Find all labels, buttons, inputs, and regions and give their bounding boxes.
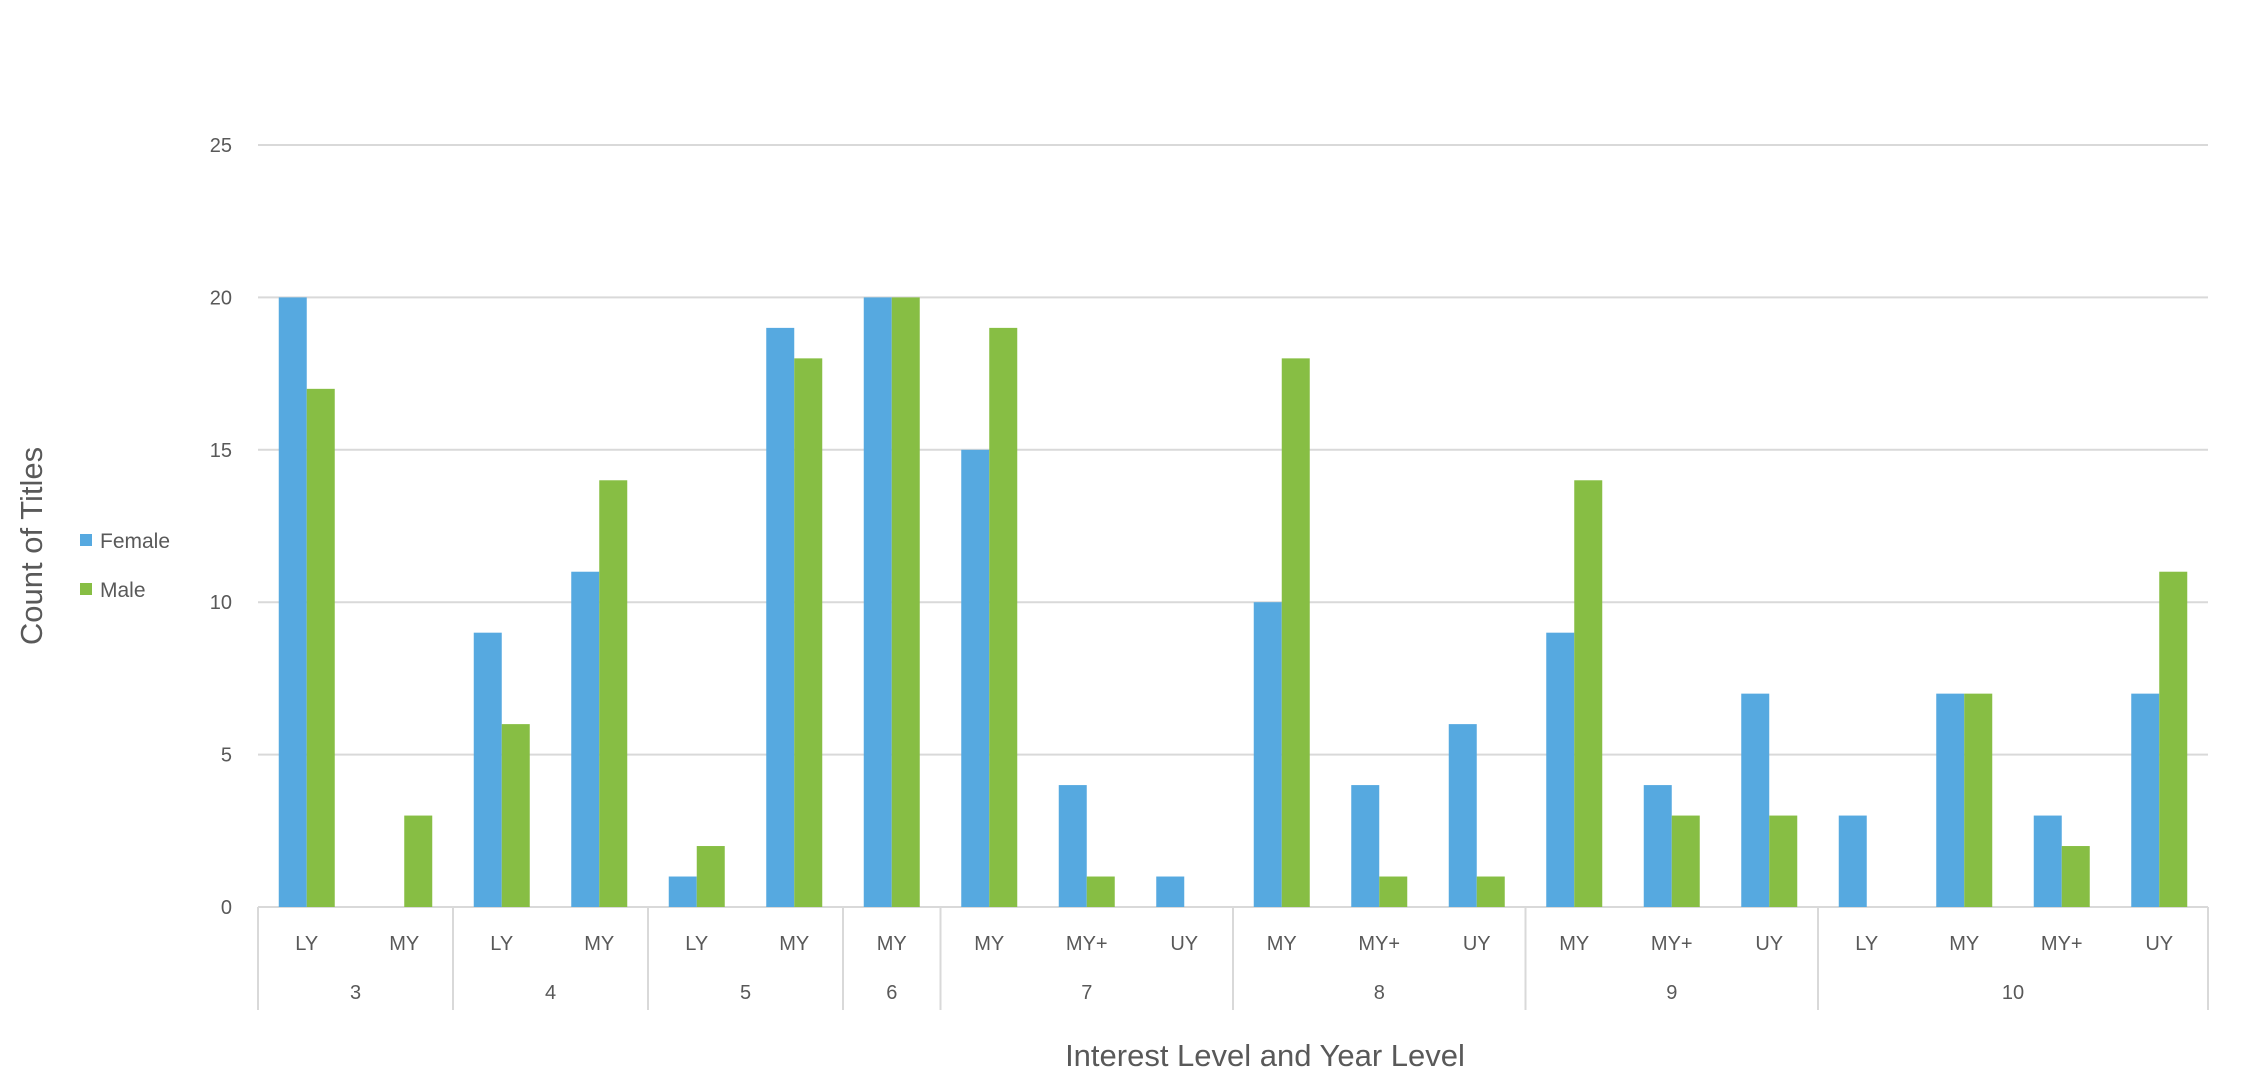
legend-swatch-female [80, 534, 92, 546]
bar-male [1281, 358, 1310, 907]
x-category-label: MY+ [1358, 933, 1400, 955]
x-category-label: MY+ [1066, 933, 1108, 955]
bar-female [1351, 785, 1380, 907]
bar-male [404, 815, 433, 907]
y-tick-label: 5 [221, 745, 232, 767]
bar-male [1086, 876, 1115, 907]
x-category-label: MY+ [1651, 933, 1693, 955]
bar-female [766, 327, 795, 907]
x-category-label: MY [877, 933, 907, 955]
x-category-label: LY [490, 933, 513, 955]
x-category-label: MY [1559, 933, 1589, 955]
x-category-label: UY [1463, 933, 1491, 955]
bar-male [501, 724, 530, 907]
y-tick-label: 0 [221, 897, 232, 919]
y-tick-label: 20 [210, 287, 232, 309]
x-group-label: 5 [740, 982, 751, 1004]
bar-female [863, 297, 892, 907]
bar-male [794, 358, 823, 907]
x-category-label: MY [974, 933, 1004, 955]
bar-female [1936, 693, 1965, 907]
y-axis-ticks: 0 5 10 15 20 25 [210, 135, 232, 919]
x-category-label: UY [2145, 933, 2173, 955]
bar-male [696, 846, 725, 907]
x-category-label: LY [685, 933, 708, 955]
x-category-label: MY [779, 933, 809, 955]
bar-female [668, 876, 697, 907]
y-axis-title: Count of Titles [14, 447, 49, 645]
bar-male [1379, 876, 1408, 907]
x-category-label: MY [584, 933, 614, 955]
legend-swatch-male [80, 583, 92, 595]
bar-male [1476, 876, 1505, 907]
bar-female [1253, 602, 1282, 907]
bar-male [2061, 846, 2090, 907]
bar-female [1643, 785, 1672, 907]
legend-label-female: Female [100, 530, 170, 553]
x-axis-title: Interest Level and Year Level [1065, 1038, 1465, 1073]
bar-male [1671, 815, 1700, 907]
bar-female [2131, 693, 2160, 907]
bar-female [1156, 876, 1185, 907]
bars [278, 297, 2188, 908]
x-group-label: 8 [1374, 982, 1385, 1004]
x-category-label: MY [1949, 933, 1979, 955]
y-tick-label: 25 [210, 135, 232, 157]
gridlines [258, 144, 2208, 908]
bar-male [306, 388, 335, 908]
x-category-label: LY [1855, 933, 1878, 955]
bar-male [989, 327, 1018, 907]
bar-female [571, 571, 600, 907]
bar-female [1058, 785, 1087, 907]
bar-male [1574, 480, 1603, 907]
y-tick-label: 15 [210, 440, 232, 462]
bar-male [1769, 815, 1798, 907]
x-category-label: MY [389, 933, 419, 955]
bar-female [1448, 724, 1477, 907]
x-category-label: UY [1170, 933, 1198, 955]
bar-male [2159, 571, 2188, 907]
bar-female [961, 449, 990, 907]
x-category-label: MY [1267, 933, 1297, 955]
x-group-label: 7 [1081, 982, 1092, 1004]
bar-female [2033, 815, 2062, 907]
bar-female [278, 297, 307, 907]
y-tick-label: 10 [210, 592, 232, 614]
bar-male [1964, 693, 1993, 907]
bar-female [1838, 815, 1867, 907]
legend-label-male: Male [100, 579, 146, 602]
bar-male [891, 297, 920, 907]
x-group-label: 6 [886, 982, 897, 1004]
x-group-label: 4 [545, 982, 556, 1004]
bar-female [473, 632, 502, 907]
bar-male [599, 480, 628, 907]
x-category-label: LY [295, 933, 318, 955]
x-axis: LY MY LY MY LY MY MY MY MY+ UY MY MY+ UY MY MY+ UY LY MY M… [257, 907, 2209, 1010]
bar-female [1741, 693, 1770, 907]
x-category-label: UY [1755, 933, 1783, 955]
x-category-label: MY+ [2041, 933, 2083, 955]
x-group-label: 10 [2002, 982, 2024, 1004]
bar-female [1546, 632, 1575, 907]
x-group-label: 9 [1666, 982, 1677, 1004]
x-group-label: 3 [350, 982, 361, 1004]
legend: Female Male [80, 530, 170, 602]
